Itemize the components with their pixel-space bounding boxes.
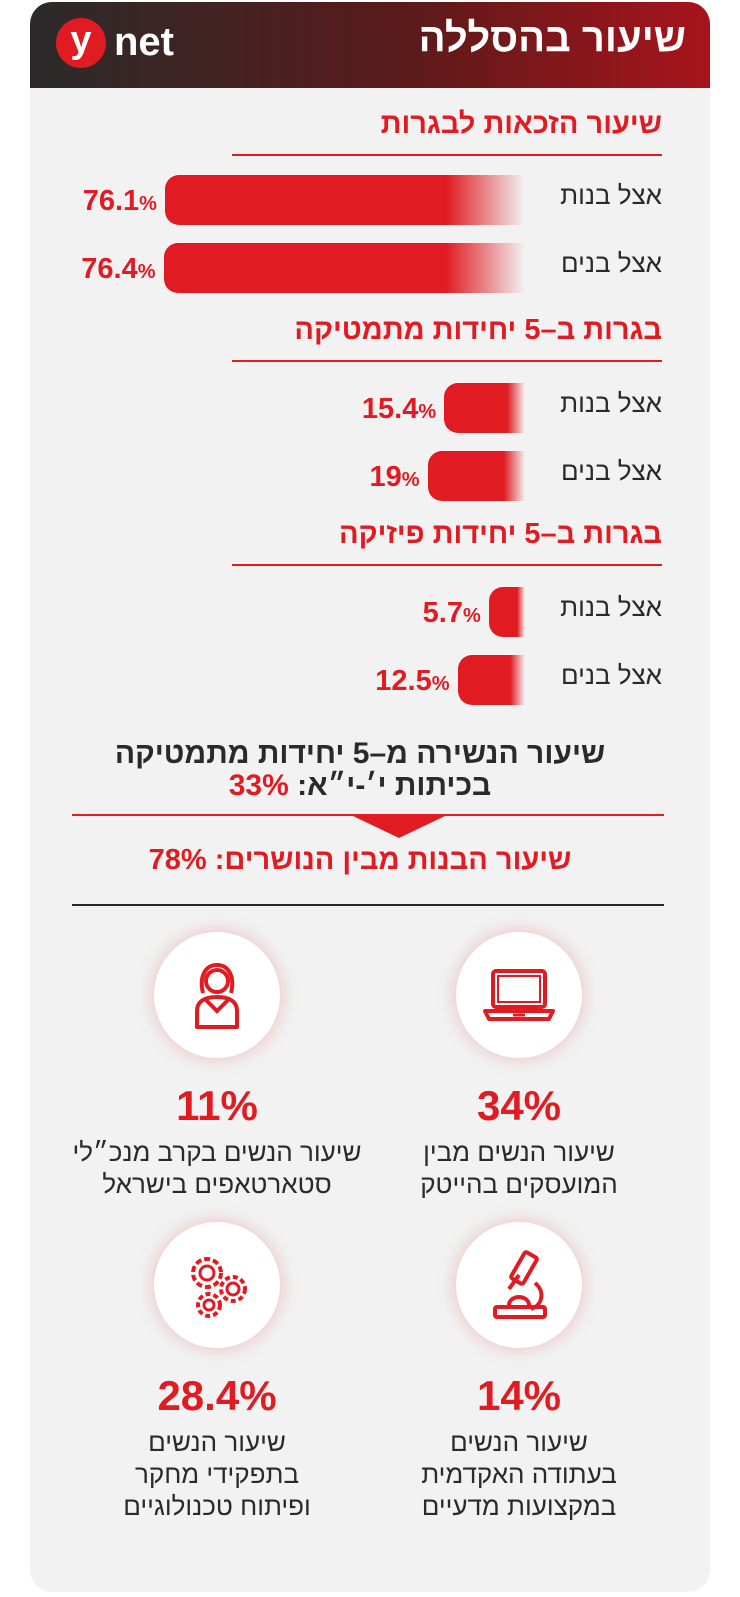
percent-sign: % <box>137 261 156 283</box>
ynet-logo-net: net <box>114 20 174 64</box>
dropout-line2-text: בכיתות י׳-י״א: <box>297 769 492 802</box>
section-rule <box>232 564 662 566</box>
girls-dropout-share: שיעור הבנות מבין הנושרים: 78% <box>60 844 660 877</box>
bar-boys-matriculation <box>163 243 525 293</box>
row-label-boys: אצל בנים <box>560 248 662 278</box>
microscope-icon <box>493 1250 547 1319</box>
row-label-girls: אצל בנות <box>560 592 662 622</box>
percent-sign: % <box>431 673 450 695</box>
infographic-card: y net שיעור בהסללה שיעור הזכאות לבגרות א… <box>30 2 710 1592</box>
row-label-boys: אצל בנים <box>560 456 662 486</box>
arrow-down-icon <box>353 816 445 838</box>
value-number: 12.5 <box>375 665 432 697</box>
stat-value-hitech: 34% <box>476 1082 562 1129</box>
value-girls-matriculation: 76.1% <box>37 185 157 218</box>
bar-boys-physics <box>457 655 525 705</box>
section-rule <box>232 154 662 156</box>
value-number: 15.4 <box>361 393 419 425</box>
section-title-physics: בגרות ב–5 יחידות פיזיקה <box>339 518 662 550</box>
gears-icon-circle <box>154 1222 280 1348</box>
stat-caption-startups: שיעור הנשים בקרב מנכ״לי סטארטאפים בישראל <box>72 1137 362 1199</box>
percent-sign: % <box>401 469 420 491</box>
bar-girls-math <box>444 383 525 433</box>
value-number: 19 <box>369 461 402 493</box>
dropout-rate-value: 33% <box>228 769 289 802</box>
value-boys-physics: 12.5% <box>330 665 450 698</box>
bar-girls-physics <box>488 587 525 637</box>
woman-icon-circle <box>154 932 280 1058</box>
value-number: 76.4 <box>81 253 138 285</box>
stat-value-academic: 14% <box>476 1372 562 1419</box>
header-bar: y net שיעור בהסללה <box>30 2 710 88</box>
bar-boys-math <box>427 451 525 501</box>
percent-sign: % <box>462 605 481 627</box>
gears-icon <box>191 1257 247 1318</box>
section-title-math: בגרות ב–5 יחידות מתמטיקה <box>294 314 662 346</box>
row-label-girls: אצל בנות <box>560 180 662 210</box>
stat-value-rnd: 28.4% <box>157 1372 277 1419</box>
value-girls-math: 15.4% <box>316 393 436 426</box>
microscope-icon-circle <box>456 1222 582 1348</box>
stat-caption-academic: שיעור הנשים בעתודה האקדמית במקצועות מדעי… <box>421 1427 617 1521</box>
value-boys-math: 19% <box>300 461 420 494</box>
value-number: 76.1 <box>82 185 140 217</box>
row-label-boys: אצל בנים <box>560 660 662 690</box>
section-title-matriculation: שיעור הזכאות לבגרות <box>380 108 662 140</box>
section-rule <box>232 360 662 362</box>
page-title: שיעור בהסללה <box>418 16 686 60</box>
girls-dropout-value: 78% <box>148 844 207 876</box>
value-number: 5.7 <box>422 597 463 629</box>
percent-sign: % <box>139 193 157 215</box>
ynet-logo: y net <box>56 18 206 74</box>
stat-value-startups: 11% <box>176 1082 258 1129</box>
row-label-girls: אצל בנות <box>560 388 662 418</box>
value-boys-matriculation: 76.4% <box>36 253 156 286</box>
dropout-rule <box>72 814 664 816</box>
value-girls-physics: 5.7% <box>361 597 481 630</box>
divider <box>72 904 664 906</box>
laptop-icon-circle <box>456 932 582 1058</box>
stat-caption-rnd: שיעור הנשים בתפקידי מחקר ופיתוח טכנולוגי… <box>123 1427 311 1521</box>
girls-dropout-text: שיעור הבנות מבין הנושרים: <box>214 844 572 876</box>
stat-caption-hitech: שיעור הנשים מבין המועסקים בהייטק <box>420 1137 618 1199</box>
dropout-line1: שיעור הנשירה מ–5 יחידות מתמטיקה <box>114 737 606 770</box>
woman-icon <box>195 962 239 1029</box>
ynet-logo-y: y <box>56 18 106 68</box>
dropout-line2: בכיתות י׳-י״א: 33% <box>60 770 660 802</box>
dropout-title: שיעור הנשירה מ–5 יחידות מתמטיקה בכיתות י… <box>60 738 660 802</box>
percent-sign: % <box>418 401 437 423</box>
bar-girls-matriculation <box>164 175 525 225</box>
laptop-icon <box>483 969 555 1021</box>
